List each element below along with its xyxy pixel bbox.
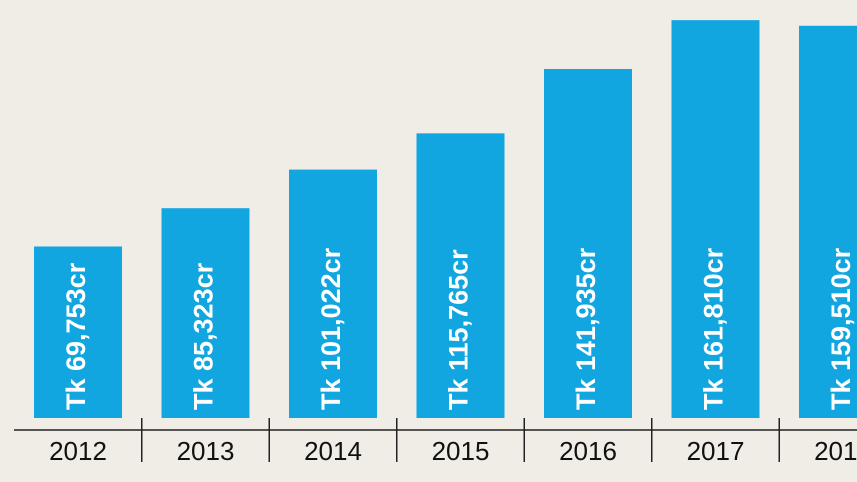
value-label: Tk 141,935cr [571, 247, 601, 410]
x-tick-label: 2014 [304, 436, 362, 466]
x-tick-label: 2017 [687, 436, 745, 466]
value-label: Tk 159,510cr [826, 247, 856, 410]
value-label: Tk 115,765cr [444, 249, 474, 410]
bar [416, 133, 505, 418]
bar [544, 69, 632, 418]
bar [799, 25, 857, 418]
x-tick-label: 2018 [814, 436, 857, 466]
x-tick-label: 2013 [177, 436, 235, 466]
x-tick-label: 2016 [559, 436, 617, 466]
value-label: Tk 69,753cr [61, 262, 91, 410]
bar [34, 246, 122, 418]
x-tick-label: 2012 [49, 436, 107, 466]
value-label: Tk 161,810cr [699, 247, 729, 410]
value-label: Tk 85,323cr [189, 262, 219, 410]
bar [161, 208, 250, 418]
value-label: Tk 101,022cr [316, 247, 346, 410]
bar [671, 20, 760, 419]
bar [289, 169, 377, 418]
x-tick-label: 2015 [432, 436, 490, 466]
